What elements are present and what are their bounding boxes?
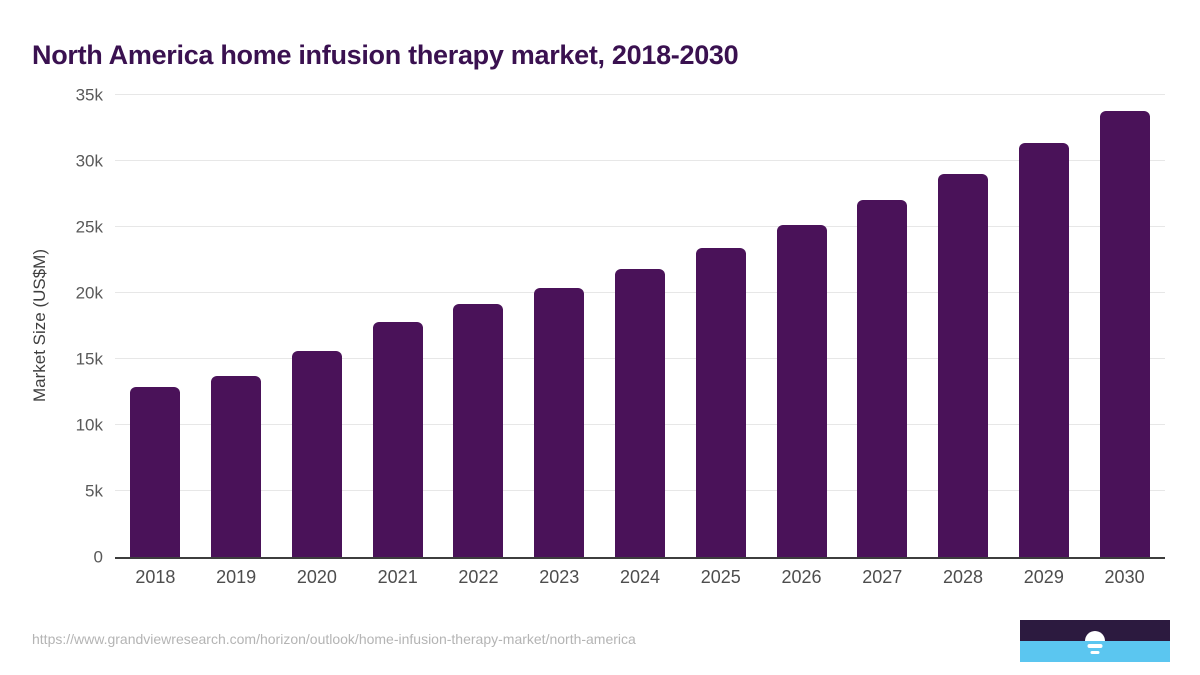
- bar-slot-2026: [761, 95, 842, 557]
- plot-area: [115, 94, 1165, 559]
- x-tick-label-2026: 2026: [781, 567, 822, 587]
- bar-slot-2028: [923, 95, 1004, 557]
- x-tick-label-2023: 2023: [539, 567, 580, 587]
- source-url: https://www.grandviewresearch.com/horizo…: [32, 631, 636, 647]
- chart-title: North America home infusion therapy mark…: [32, 40, 739, 71]
- bar-2019: [211, 376, 262, 557]
- x-tick-label-2024: 2024: [619, 567, 660, 587]
- gridline-30k: [115, 160, 1165, 161]
- x-tick-label-2022: 2022: [458, 567, 499, 587]
- bar-2025: [695, 248, 746, 557]
- bar-slot-2023: [519, 95, 600, 557]
- x-tick-label-2029: 2029: [1023, 567, 1064, 587]
- bar-2024: [614, 269, 665, 557]
- y-tick-label-20k: 20k: [75, 283, 103, 303]
- x-tick-label-2030: 2030: [1104, 567, 1145, 587]
- bar-2021: [372, 322, 423, 557]
- y-tick-label-0: 0: [93, 547, 103, 567]
- bar-slot-2030: [1084, 95, 1165, 557]
- bar-slot-2029: [1003, 95, 1084, 557]
- x-tick-label-2021: 2021: [377, 567, 418, 587]
- bar-slot-2018: [115, 95, 196, 557]
- bar-slot-2025: [680, 95, 761, 557]
- bar-2022: [453, 304, 504, 557]
- y-tick-label-30k: 30k: [75, 151, 103, 171]
- x-axis-labels: 2018 2019 2020 2021 2022 2023 2024 2025 2026 2027…: [115, 567, 1165, 588]
- gridline-35k: [115, 94, 1165, 95]
- x-tick-label-2018: 2018: [135, 567, 176, 587]
- x-tick-label-2027: 2027: [862, 567, 903, 587]
- bar-2023: [534, 288, 585, 557]
- y-tick-label-35k: 35k: [75, 85, 103, 105]
- x-axis-line: [115, 557, 1165, 559]
- y-tick-label-25k: 25k: [75, 217, 103, 237]
- bar-2030: [1099, 110, 1150, 557]
- grand-view-horizon-logo: GRAND VIEW HORIZON: [1020, 620, 1170, 662]
- gridline-25k: [115, 226, 1165, 227]
- logo-sky-half: [1020, 620, 1170, 641]
- bar-2018: [130, 387, 181, 557]
- bar-slot-2021: [357, 95, 438, 557]
- y-tick-label-10k: 10k: [75, 415, 103, 435]
- bar-slot-2024: [600, 95, 681, 557]
- bar-slot-2019: [196, 95, 277, 557]
- bar-2020: [291, 351, 342, 557]
- bar-slot-2027: [842, 95, 923, 557]
- bar-slot-2022: [438, 95, 519, 557]
- logo-sea-half: [1020, 641, 1170, 662]
- x-tick-label-2020: 2020: [296, 567, 337, 587]
- horizon-sun-icon: [1020, 620, 1170, 662]
- y-axis-labels: 0 5k 10k 15k 20k 25k 30k 35k: [0, 87, 103, 566]
- bar-2028: [938, 173, 989, 557]
- bar-2026: [776, 225, 827, 557]
- bars-row: [115, 95, 1165, 557]
- y-tick-label-5k: 5k: [85, 481, 103, 501]
- bar-2027: [857, 199, 908, 557]
- bar-slot-2020: [277, 95, 358, 557]
- x-tick-label-2028: 2028: [943, 567, 984, 587]
- x-tick-label-2019: 2019: [216, 567, 257, 587]
- x-tick-label-2025: 2025: [700, 567, 741, 587]
- y-tick-label-15k: 15k: [75, 349, 103, 369]
- bar-2029: [1018, 142, 1069, 557]
